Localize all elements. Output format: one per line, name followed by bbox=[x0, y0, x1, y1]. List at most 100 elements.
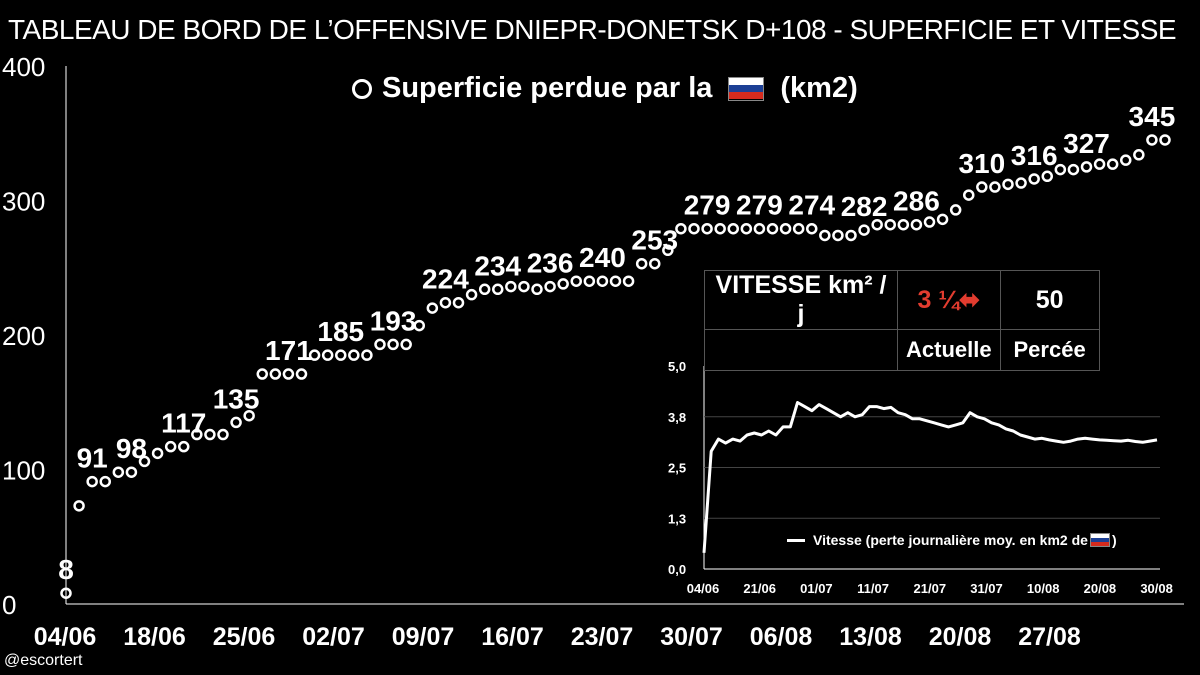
inset-x-tick-label: 21/06 bbox=[743, 581, 776, 596]
data-point bbox=[335, 349, 347, 361]
data-point bbox=[1041, 170, 1053, 183]
breakthrough-value: 50 bbox=[999, 270, 1100, 330]
inset-x-tick-label: 31/07 bbox=[970, 581, 1003, 596]
russia-flag-icon bbox=[1089, 533, 1110, 547]
data-point bbox=[609, 275, 622, 287]
data-point bbox=[465, 288, 478, 301]
data-label: 91 bbox=[77, 443, 108, 474]
x-tick-label: 20/08 bbox=[929, 623, 992, 651]
data-point bbox=[936, 213, 949, 226]
y-tick-label: 400 bbox=[2, 52, 45, 82]
data-point bbox=[439, 296, 452, 309]
x-tick-label: 02/07 bbox=[302, 623, 365, 651]
data-point bbox=[86, 475, 98, 488]
inset-legend-text: Vitesse (perte journalière moy. en km2 d… bbox=[813, 532, 1088, 548]
data-point bbox=[295, 368, 308, 380]
data-point bbox=[1002, 178, 1014, 191]
data-point bbox=[1067, 163, 1080, 176]
inset-x-tick-label: 11/07 bbox=[857, 581, 889, 596]
data-point bbox=[191, 428, 203, 441]
russia-flag-icon bbox=[728, 76, 765, 101]
data-point bbox=[1080, 161, 1093, 173]
data-point bbox=[976, 181, 988, 193]
data-label: 274 bbox=[788, 190, 835, 221]
inset-y-tick-label: 3,8 bbox=[668, 410, 686, 425]
data-label: 279 bbox=[684, 190, 731, 221]
speed-stats-table: VITESSE km² / j 3 ¼⬌ 50 Actuelle Percée bbox=[704, 270, 1100, 371]
data-label: 240 bbox=[579, 242, 626, 273]
data-point bbox=[884, 218, 896, 231]
data-point bbox=[570, 275, 582, 287]
data-point bbox=[1133, 149, 1145, 161]
line-swatch-icon bbox=[787, 538, 805, 542]
data-point bbox=[413, 319, 425, 332]
data-label: 171 bbox=[265, 335, 312, 366]
data-point bbox=[60, 587, 72, 599]
data-point bbox=[1093, 158, 1106, 170]
data-point bbox=[832, 229, 844, 242]
y-tick-label: 200 bbox=[2, 321, 45, 351]
data-point bbox=[73, 500, 85, 512]
data-label: 98 bbox=[116, 433, 147, 464]
data-label: 193 bbox=[370, 305, 417, 336]
data-label: 279 bbox=[736, 190, 783, 221]
inset-y-tick-label: 5,0 bbox=[668, 359, 686, 374]
inset-legend: Vitesse (perte journalière moy. en km2 d… bbox=[787, 532, 1117, 548]
data-point bbox=[478, 283, 491, 296]
speed-label: VITESSE km² / j bbox=[704, 270, 898, 330]
data-point bbox=[138, 455, 151, 468]
x-tick-label: 06/08 bbox=[750, 623, 813, 651]
data-point bbox=[596, 275, 609, 287]
data-point bbox=[531, 283, 543, 296]
data-point bbox=[871, 218, 883, 231]
data-point bbox=[858, 224, 870, 236]
page-title: TABLEAU DE BORD DE L’OFFENSIVE DNIEPR-DO… bbox=[8, 14, 1177, 45]
data-point bbox=[308, 349, 321, 361]
empty-cell bbox=[704, 329, 898, 371]
data-point bbox=[923, 216, 936, 228]
x-tick-label: 23/07 bbox=[571, 623, 634, 651]
inset-y-tick-label: 0,0 bbox=[668, 562, 686, 577]
data-point bbox=[348, 349, 360, 361]
data-point bbox=[256, 368, 268, 380]
data-point bbox=[806, 222, 818, 235]
data-point bbox=[492, 283, 504, 296]
data-point bbox=[753, 222, 766, 235]
x-tick-label: 04/06 bbox=[34, 623, 97, 651]
data-point bbox=[635, 257, 648, 270]
x-tick-label: 27/08 bbox=[1018, 623, 1081, 651]
data-point bbox=[1054, 163, 1067, 176]
inset-x-tick-label: 04/06 bbox=[687, 581, 720, 596]
data-point bbox=[622, 275, 635, 287]
data-label: 185 bbox=[317, 316, 364, 347]
data-point bbox=[321, 349, 334, 361]
data-point bbox=[675, 222, 687, 235]
data-point bbox=[505, 280, 517, 293]
data-point bbox=[649, 257, 661, 270]
data-point bbox=[1106, 158, 1119, 170]
data-point bbox=[518, 280, 530, 293]
data-point bbox=[374, 338, 386, 351]
inset-x-tick-label: 30/08 bbox=[1140, 581, 1173, 596]
inset-y-tick-label: 1,3 bbox=[668, 511, 686, 526]
data-point bbox=[361, 349, 373, 361]
data-point bbox=[99, 475, 111, 488]
data-point bbox=[125, 466, 138, 478]
y-tick-label: 300 bbox=[2, 187, 45, 217]
data-label: 345 bbox=[1129, 101, 1176, 132]
data-point bbox=[151, 447, 164, 460]
data-point bbox=[1028, 173, 1040, 185]
data-point bbox=[819, 229, 831, 242]
main-legend: Superficie perdue par la (km2) bbox=[352, 72, 858, 105]
data-label: 135 bbox=[213, 383, 260, 414]
data-point bbox=[1146, 134, 1158, 146]
data-point bbox=[452, 296, 465, 309]
data-point bbox=[112, 466, 125, 478]
data-point bbox=[269, 368, 282, 380]
data-point bbox=[662, 244, 674, 257]
data-label: 117 bbox=[161, 408, 206, 439]
data-label: 253 bbox=[631, 225, 678, 256]
data-point bbox=[282, 368, 295, 380]
data-point bbox=[727, 222, 739, 235]
